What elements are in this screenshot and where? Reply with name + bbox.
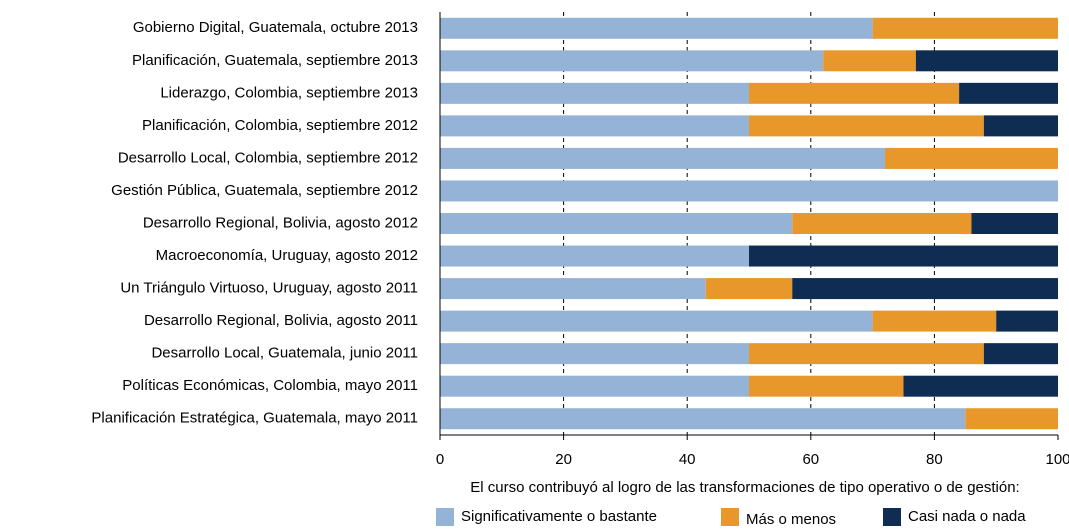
x-tick-label: 80 (926, 451, 943, 468)
bar-segment (965, 408, 1058, 430)
y-tick-label: Políticas Económicas, Colombia, mayo 201… (122, 377, 418, 394)
legend-swatch (436, 508, 454, 526)
bar-segment (749, 82, 960, 104)
y-tick-label: Un Triángulo Virtuoso, Uruguay, agosto 2… (120, 280, 418, 297)
bar-segment (971, 213, 1058, 234)
bar-segment (872, 17, 1058, 39)
bar-segment (959, 82, 1058, 104)
bar-segment (440, 278, 706, 300)
bar-segment (996, 310, 1058, 332)
legend-label: Casi nada o nada (908, 508, 1026, 525)
y-tick-label: Desarrollo Regional, Bolivia, agosto 201… (143, 214, 418, 231)
y-tick-label: Planificación, Guatemala, septiembre 201… (132, 52, 418, 69)
bar-segment (749, 375, 904, 397)
y-tick-label: Desarrollo Regional, Bolivia, agosto 201… (144, 312, 418, 329)
bar-segment (440, 180, 1058, 202)
y-tick-label: Planificación Estratégica, Guatemala, ma… (91, 410, 418, 427)
y-tick-label: Gobierno Digital, Guatemala, octubre 201… (133, 19, 418, 36)
bar-segment (440, 82, 749, 104)
bar-segment (440, 17, 873, 39)
bar-segment (749, 115, 984, 137)
y-tick-label: Desarrollo Local, Colombia, septiembre 2… (118, 149, 418, 166)
x-tick-label: 20 (555, 451, 572, 468)
bar-segment (884, 147, 1058, 169)
bar-segment (705, 278, 793, 300)
bar-segment (440, 245, 749, 267)
bar-segment (983, 343, 1058, 365)
x-tick-label: 40 (679, 451, 696, 468)
legend-swatch (721, 508, 739, 526)
bar-segment (823, 50, 916, 72)
x-tick-label: 60 (802, 451, 819, 468)
bar-segment (440, 213, 793, 234)
y-tick-label: Desarrollo Local, Guatemala, junio 2011 (151, 345, 418, 362)
bar-segment (915, 50, 1058, 72)
x-tick-label: 0 (436, 451, 444, 468)
bar-segment (792, 213, 972, 234)
bar-segment (440, 310, 873, 332)
bar-segment (749, 245, 1058, 267)
legend-label: Más o menos (746, 511, 836, 528)
y-tick-label: Liderazgo, Colombia, septiembre 2013 (160, 84, 418, 101)
bar-segment (983, 115, 1058, 137)
x-axis-label: El curso contribuyó al logro de las tran… (470, 479, 1019, 496)
bar-segment (872, 310, 997, 332)
y-tick-label: Macroeconomía, Uruguay, agosto 2012 (156, 247, 418, 264)
x-tick-label: 100 (1045, 451, 1069, 468)
y-tick-label: Planificación, Colombia, septiembre 2012 (142, 117, 418, 134)
bar-segment (440, 147, 885, 169)
y-tick-label: Gestión Pública, Guatemala, septiembre 2… (111, 182, 418, 199)
bar-segment (440, 343, 749, 365)
bar-segment (792, 278, 1058, 300)
bar-segment (440, 408, 966, 430)
bar-segment (749, 343, 984, 365)
bar-segment (440, 115, 749, 137)
legend-swatch (883, 508, 901, 526)
bar-segment (440, 375, 749, 397)
bar-segment (440, 50, 824, 72)
bar-segment (903, 375, 1058, 397)
legend-label: Significativamente o bastante (461, 508, 657, 525)
